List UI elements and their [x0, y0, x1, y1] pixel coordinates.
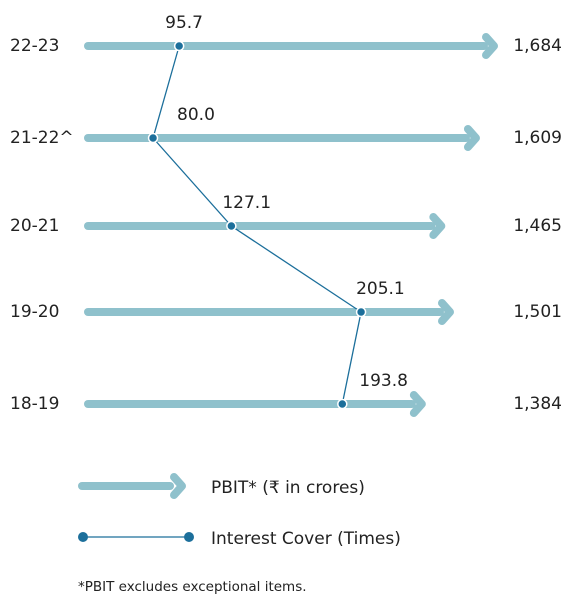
- category-label: 20-21: [10, 216, 59, 236]
- bar-value-label: 1,609: [513, 128, 562, 148]
- bar-arrow: [409, 391, 426, 417]
- legend-dot: [78, 532, 88, 542]
- line-value-label: 193.8: [359, 371, 408, 391]
- bar-arrow: [437, 299, 454, 325]
- bar-value-label: 1,384: [513, 394, 562, 414]
- footnote: *PBIT excludes exceptional items.: [78, 579, 307, 595]
- line-point: [337, 398, 348, 410]
- line-point: [147, 132, 159, 144]
- line-point: [226, 220, 237, 232]
- line-value-label: 127.1: [222, 193, 271, 213]
- line-value-label: 80.0: [177, 105, 215, 125]
- bar-value-label: 1,465: [513, 216, 562, 236]
- bar-arrow: [482, 33, 499, 59]
- line-value-label: 95.7: [165, 13, 203, 33]
- line-point: [173, 40, 185, 52]
- bar-value-label: 1,501: [513, 302, 562, 322]
- bar-arrow: [429, 213, 446, 239]
- bar-arrow: [463, 125, 480, 151]
- line-point: [355, 306, 367, 318]
- category-label: 18-19: [10, 394, 59, 414]
- category-label: 22-23: [10, 36, 59, 56]
- legend-dot: [184, 532, 194, 542]
- category-label: 21-22^: [10, 128, 74, 148]
- line-value-label: 205.1: [356, 279, 405, 299]
- legend-label: PBIT* (₹ in crores): [211, 478, 365, 498]
- category-label: 19-20: [10, 302, 59, 322]
- legend-bar-arrow: [170, 473, 186, 499]
- legend-label: Interest Cover (Times): [211, 529, 401, 549]
- bar-value-label: 1,684: [513, 36, 562, 56]
